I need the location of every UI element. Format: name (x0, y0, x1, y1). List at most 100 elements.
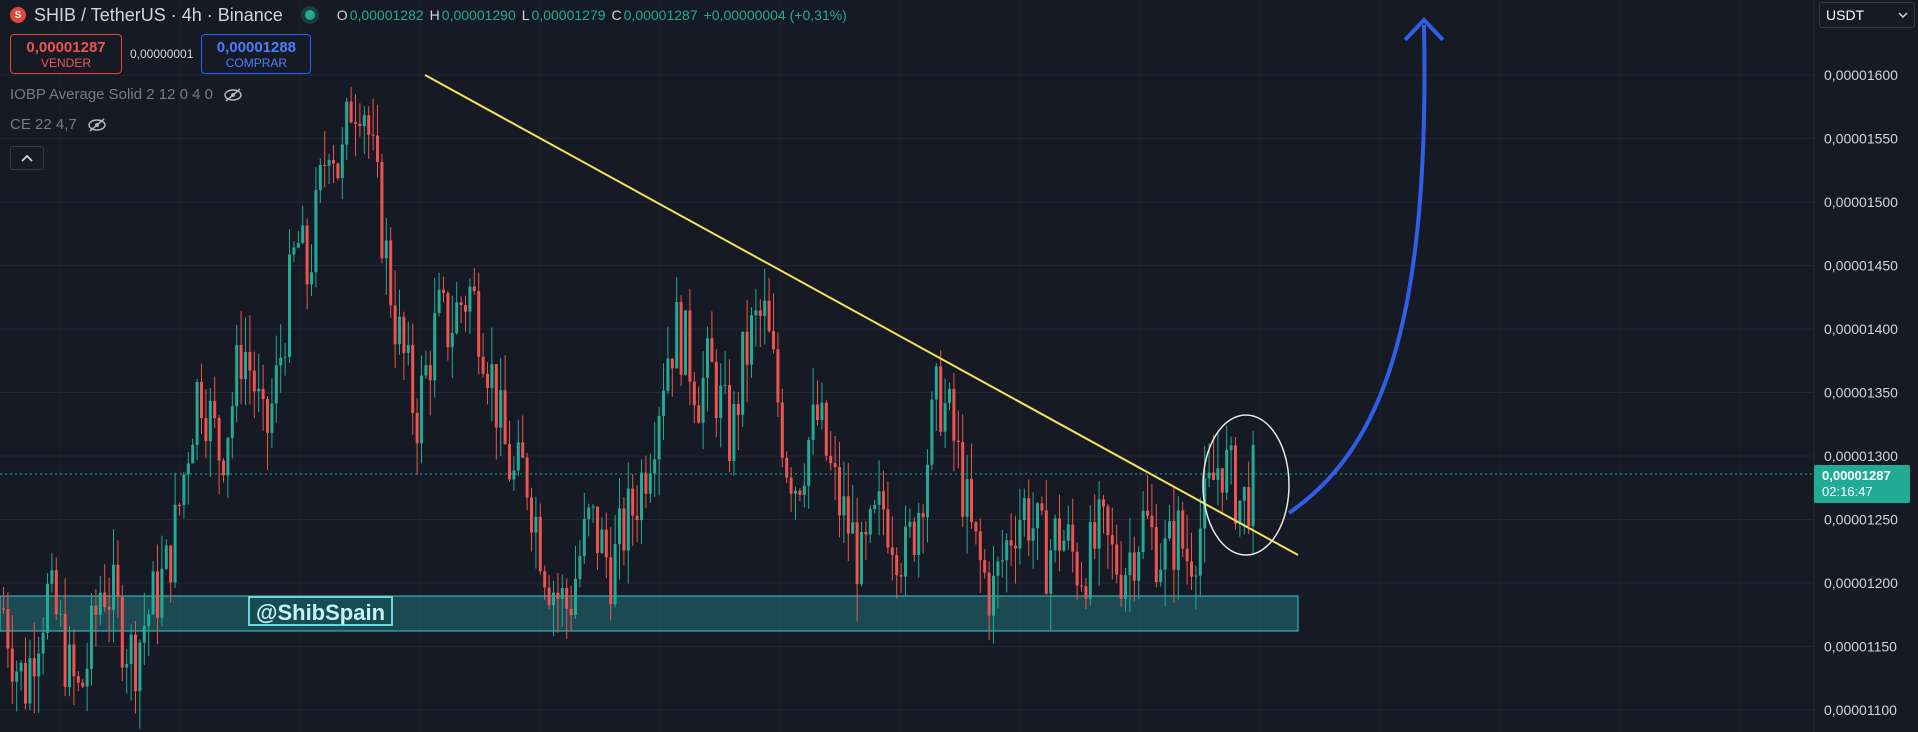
candle-body (644, 472, 648, 494)
ohlc-key: O (336, 7, 348, 23)
candle-body (204, 418, 208, 442)
shib-logo-icon: S (10, 7, 26, 23)
candle-body (596, 506, 599, 553)
currency-label: USDT (1826, 7, 1865, 23)
candle-body (50, 570, 54, 584)
candle-body (1124, 575, 1127, 599)
candle-body (930, 399, 934, 465)
sell-button[interactable]: 0,00001287 VENDER (10, 34, 122, 74)
ohlc-key: C (611, 7, 622, 23)
y-tick-label: 0,00001150 (1824, 639, 1897, 655)
candle-body (1110, 535, 1114, 545)
candle-body (481, 356, 485, 374)
candle-body (860, 531, 863, 585)
candle-body (961, 442, 965, 517)
buy-button[interactable]: 0,00001288 COMPRAR (201, 34, 312, 74)
candle-body (754, 310, 758, 316)
candle-body (1229, 445, 1233, 450)
candle-body (63, 613, 67, 688)
indicator-ce[interactable]: CE 22 4,7 (10, 116, 107, 133)
candle-body (794, 490, 797, 494)
y-tick-label: 0,00001400 (1824, 321, 1898, 337)
candle-body (666, 358, 670, 391)
chevron-down-icon (1898, 12, 1908, 18)
currency-selector[interactable]: USDT (1819, 2, 1915, 28)
candle-body (1146, 510, 1149, 516)
candle-body (472, 286, 476, 292)
candle-body (776, 349, 780, 403)
candle-body (15, 671, 19, 682)
candle-body (697, 405, 701, 423)
candle-body (24, 662, 27, 704)
candle-body (873, 504, 877, 509)
market-status-icon[interactable] (304, 10, 315, 20)
candle-body (1137, 551, 1141, 581)
candle-body (736, 404, 740, 415)
candle-body (68, 644, 71, 688)
candle-body (266, 399, 269, 433)
candle-body (1251, 444, 1255, 527)
candle-body (222, 460, 225, 476)
candle-body (525, 457, 529, 498)
y-tick-label: 0,00001450 (1824, 258, 1898, 274)
candle-body (371, 134, 375, 136)
candle-body (76, 676, 80, 683)
candle-body (934, 366, 938, 400)
candle-body (604, 529, 608, 558)
candle-body (46, 583, 49, 633)
candle-body (556, 592, 560, 600)
candle-body (459, 302, 463, 306)
candle-body (670, 358, 674, 369)
candle-body (415, 413, 419, 444)
candle-body (904, 526, 907, 577)
candle-body (226, 437, 230, 476)
y-tick-label: 0,00001300 (1824, 448, 1898, 464)
candles (2, 86, 1255, 729)
candle-body (538, 516, 542, 572)
candle-body (662, 390, 665, 416)
candle-body (534, 516, 538, 533)
candle-body (1036, 503, 1039, 529)
candle-body (807, 439, 811, 486)
candle-body (2, 608, 5, 610)
candle-body (301, 225, 305, 243)
candle-body (345, 101, 349, 145)
candle-body (1168, 520, 1171, 539)
candle-body (1247, 487, 1251, 527)
candle-body (85, 668, 89, 687)
candle-body (37, 653, 41, 677)
eye-hidden-icon[interactable] (223, 87, 243, 102)
indicator-iobp[interactable]: IOBP Average Solid 2 12 0 4 0 (10, 86, 243, 103)
candle-body (1005, 540, 1009, 561)
candle-body (103, 592, 107, 608)
candle-body (1154, 527, 1158, 583)
candle-body (94, 605, 98, 615)
collapse-indicators-button[interactable] (10, 146, 44, 170)
candle-body (723, 385, 727, 387)
eye-hidden-icon[interactable] (87, 117, 107, 132)
candle-body (112, 564, 115, 610)
candle-body (380, 161, 384, 259)
candle-body (486, 373, 489, 388)
candle-body (1106, 506, 1110, 536)
candle-body (142, 626, 146, 643)
candle-body (710, 338, 714, 362)
candle-body (719, 385, 723, 419)
candle-body (503, 390, 507, 445)
candle-body (296, 242, 300, 248)
candle-body (494, 364, 498, 428)
price-axis[interactable]: 0,00001600 0,00001550 0,00001500 0,00001450… (1824, 67, 1898, 718)
candle-body (939, 366, 943, 432)
ohlc-value: 0,00001287 (623, 7, 698, 23)
symbol-title[interactable]: SHIB / TetherUS · 4h · Binance (34, 4, 283, 25)
candle-body (195, 381, 199, 445)
candle-body (107, 607, 111, 610)
candle-body (279, 357, 283, 366)
candle-body (970, 479, 973, 522)
candle-body (54, 570, 58, 614)
bar-countdown: 02:16:47 (1822, 484, 1873, 499)
candle-body (323, 165, 327, 167)
candle-body (552, 592, 555, 606)
candle-body (811, 404, 815, 440)
